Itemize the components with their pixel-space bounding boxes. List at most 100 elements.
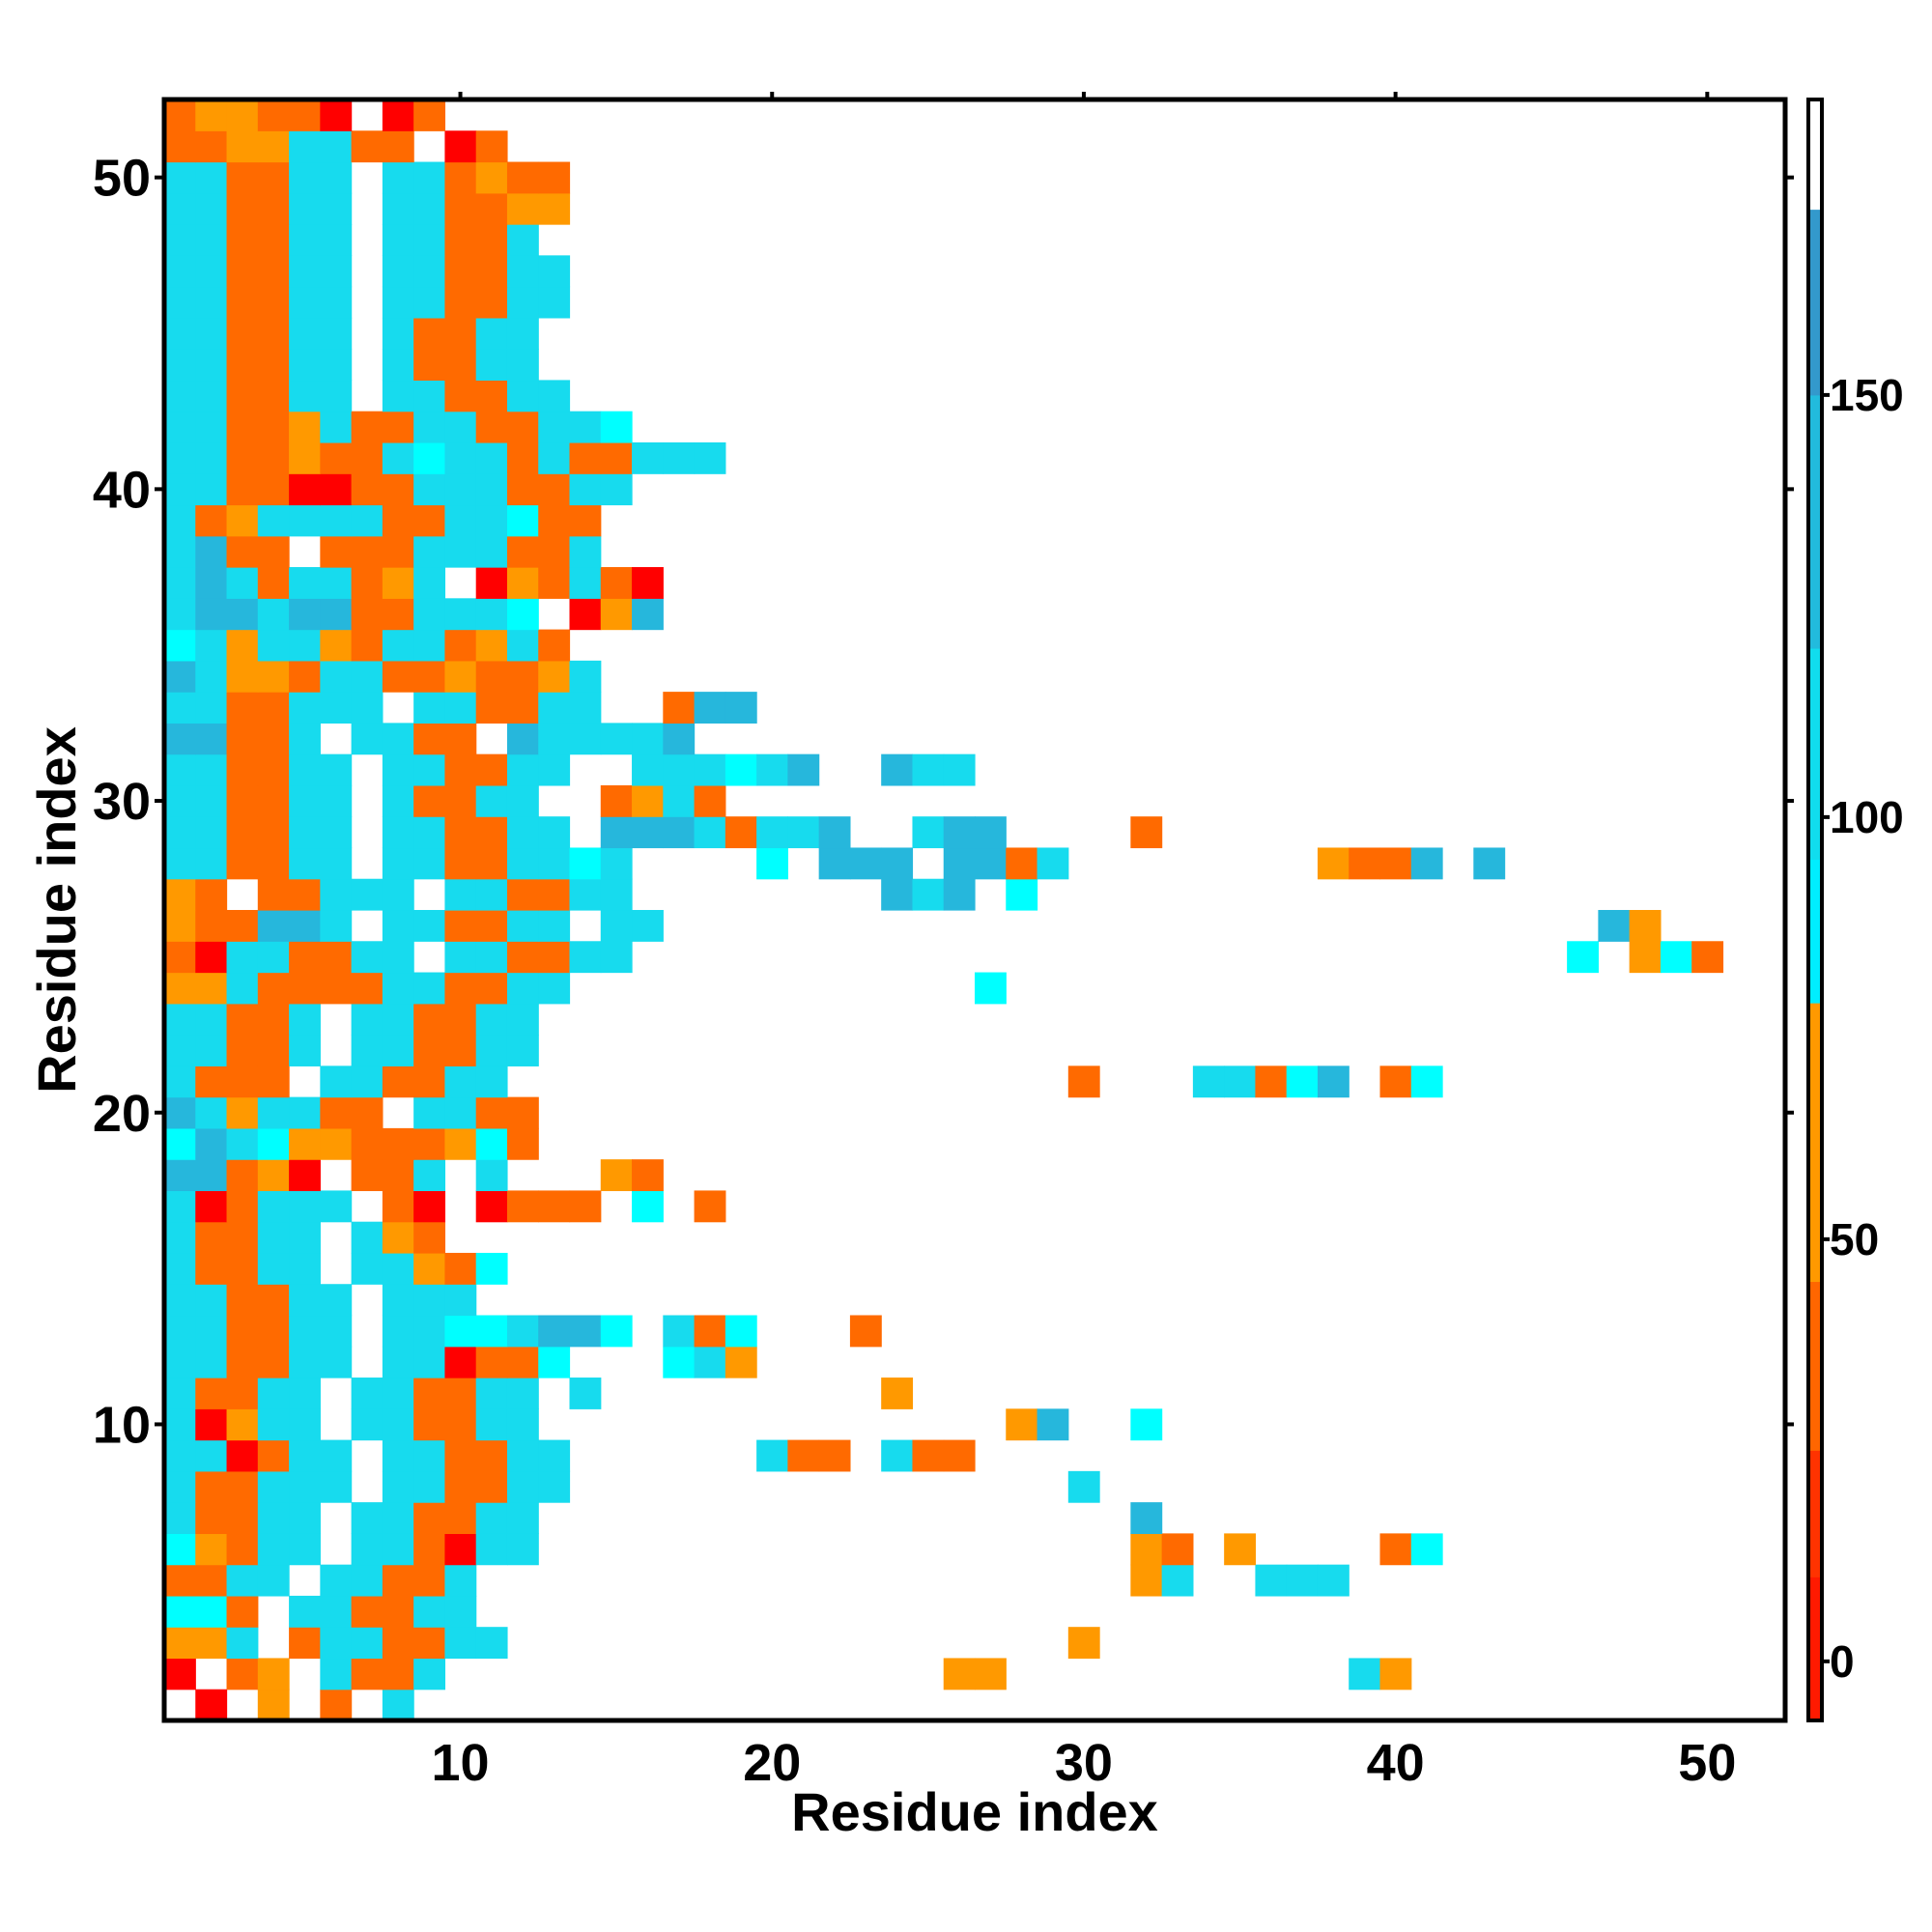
- heatmap-cell: [444, 1470, 477, 1503]
- heatmap-cell: [694, 1346, 726, 1378]
- heatmap-cell: [195, 910, 228, 942]
- heatmap-cell: [1410, 847, 1443, 880]
- heatmap-cell: [195, 441, 228, 474]
- heatmap-cell: [351, 1035, 384, 1066]
- heatmap-cell: [320, 1315, 353, 1348]
- heatmap-cell: [475, 286, 508, 319]
- heatmap-cell: [975, 972, 1007, 1005]
- heatmap-cell: [164, 1221, 196, 1254]
- heatmap-cell: [475, 1378, 508, 1409]
- heatmap-cell: [320, 1470, 353, 1503]
- heatmap-cell: [756, 816, 788, 849]
- heatmap-cell: [632, 723, 664, 755]
- heatmap-cell: [538, 1190, 571, 1223]
- heatmap-cell: [413, 753, 446, 786]
- heatmap-cell: [506, 567, 539, 599]
- heatmap-cell: [943, 1658, 976, 1690]
- heatmap-cell: [881, 1439, 914, 1472]
- heatmap-cell: [475, 1533, 508, 1566]
- heatmap-cell: [444, 1564, 477, 1597]
- heatmap-cell: [756, 1439, 788, 1472]
- heatmap-cell: [351, 1096, 384, 1129]
- heatmap-cell: [1161, 1533, 1194, 1566]
- heatmap-cell: [351, 1127, 384, 1160]
- heatmap-cell: [195, 255, 228, 288]
- heatmap-cell: [382, 1470, 414, 1503]
- heatmap-cell: [382, 972, 414, 1005]
- heatmap-cell: [195, 473, 228, 506]
- heatmap-cell: [975, 1658, 1007, 1690]
- heatmap-cell: [351, 1502, 384, 1534]
- heatmap-cell: [600, 1159, 633, 1192]
- heatmap-cell: [226, 1159, 259, 1192]
- heatmap-cell: [413, 723, 446, 755]
- heatmap-cell: [569, 441, 602, 474]
- heatmap-cell: [320, 629, 353, 662]
- heatmap-cell: [382, 567, 414, 599]
- heatmap-cell: [506, 286, 539, 319]
- heatmap-cell: [257, 317, 290, 350]
- heatmap-cell: [195, 1003, 228, 1036]
- heatmap-cell: [320, 1190, 353, 1223]
- heatmap-cell: [226, 941, 259, 974]
- heatmap-cell: [444, 1533, 477, 1566]
- heatmap-cell: [351, 1408, 384, 1441]
- heatmap-cell: [257, 1346, 290, 1378]
- heatmap-cell: [382, 816, 414, 849]
- heatmap-cell: [475, 1439, 508, 1472]
- heatmap-cell: [413, 1096, 446, 1129]
- heatmap-cell: [289, 349, 321, 382]
- heatmap-cell: [881, 878, 914, 911]
- heatmap-cell: [475, 224, 508, 256]
- heatmap-cell: [257, 1284, 290, 1317]
- heatmap-cell: [195, 1595, 228, 1628]
- heatmap-cell: [506, 1035, 539, 1066]
- heatmap-cell: [1379, 1533, 1412, 1566]
- heatmap-cell: [257, 1689, 290, 1721]
- heatmap-cell: [1629, 910, 1662, 942]
- heatmap-cell: [475, 317, 508, 350]
- heatmap-cell: [320, 1439, 353, 1472]
- heatmap-cell: [413, 1627, 446, 1660]
- heatmap-cell: [164, 130, 196, 163]
- heatmap-cell: [382, 255, 414, 288]
- heatmap-cell: [1349, 1658, 1381, 1690]
- heatmap-cell: [506, 784, 539, 817]
- heatmap-cell: [382, 753, 414, 786]
- heatmap-cell: [164, 567, 196, 599]
- heatmap-cell: [351, 504, 384, 537]
- heatmap-cell: [632, 753, 664, 786]
- heatmap-cell: [164, 441, 196, 474]
- colorbar-frame: [1806, 98, 1824, 1722]
- heatmap-cell: [226, 1315, 259, 1348]
- heatmap-cell: [351, 972, 384, 1005]
- heatmap-cell: [506, 753, 539, 786]
- heatmap-cell: [475, 1159, 508, 1192]
- heatmap-cell: [444, 1595, 477, 1628]
- heatmap-cell: [943, 1439, 976, 1472]
- heatmap-cell: [320, 941, 353, 974]
- heatmap-cell: [1317, 1564, 1350, 1597]
- heatmap-cell: [538, 192, 571, 225]
- heatmap-cell: [413, 1003, 446, 1036]
- heatmap-cell: [195, 816, 228, 849]
- heatmap-cell: [413, 441, 446, 474]
- heatmap-cell: [413, 1502, 446, 1534]
- heatmap-cell: [320, 286, 353, 319]
- heatmap-cell: [164, 473, 196, 506]
- heatmap-cell: [289, 1346, 321, 1378]
- heatmap-cell: [226, 1284, 259, 1317]
- colorbar-tick-label: 150: [1830, 370, 1904, 420]
- heatmap-cell: [1317, 1065, 1350, 1098]
- heatmap-cell: [195, 878, 228, 911]
- heatmap-cell: [289, 1627, 321, 1660]
- heatmap-cell: [226, 1533, 259, 1566]
- heatmap-cell: [226, 1595, 259, 1628]
- heatmap-cell: [1006, 847, 1038, 880]
- heatmap-cell: [413, 1408, 446, 1441]
- heatmap-cell: [382, 161, 414, 194]
- heatmap-cell: [351, 1533, 384, 1566]
- heatmap-cell: [413, 1439, 446, 1472]
- heatmap-cell: [1410, 1533, 1443, 1566]
- colorbar-segment: [1808, 394, 1822, 649]
